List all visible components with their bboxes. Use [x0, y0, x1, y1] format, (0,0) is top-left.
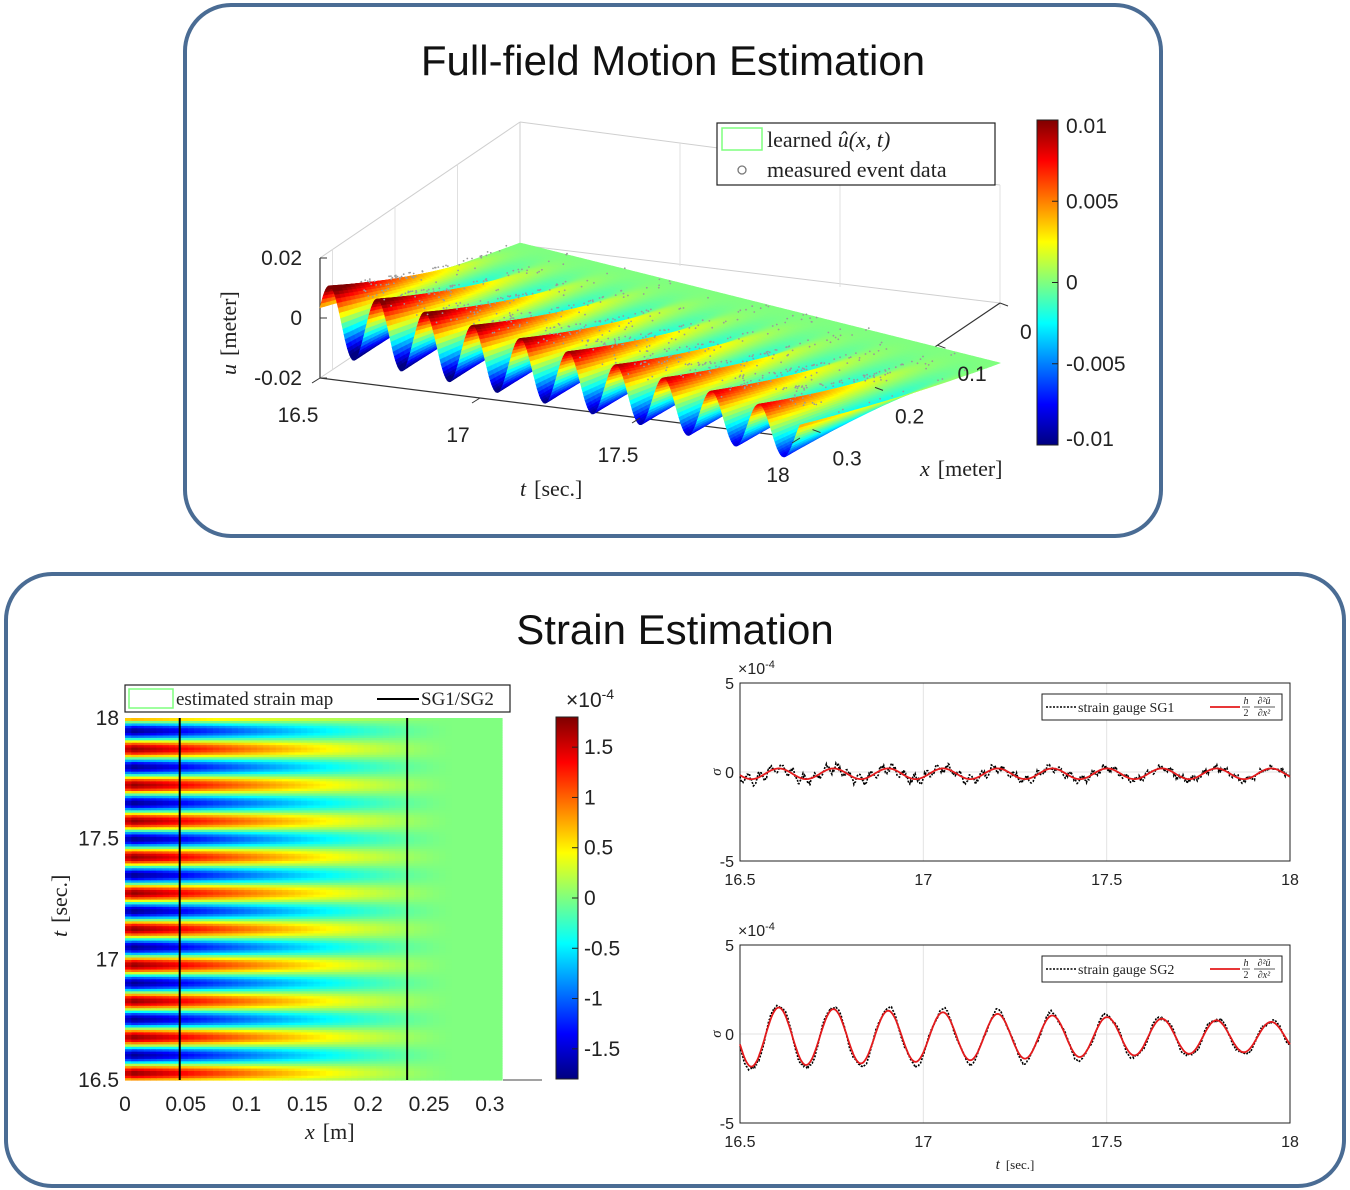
- back-edge: [320, 122, 520, 258]
